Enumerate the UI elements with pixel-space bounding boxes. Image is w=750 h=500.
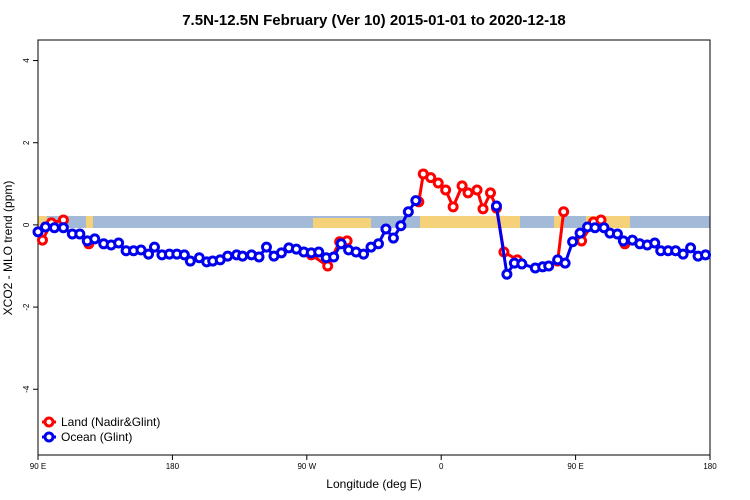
point bbox=[74, 228, 86, 240]
point bbox=[462, 187, 474, 199]
legend-marker bbox=[43, 416, 55, 428]
point bbox=[677, 248, 689, 260]
y-tick-label: 0 bbox=[22, 222, 31, 227]
point bbox=[178, 249, 190, 261]
point bbox=[685, 242, 697, 254]
point bbox=[574, 227, 586, 239]
point bbox=[543, 260, 555, 272]
y-tick-label: -2 bbox=[22, 303, 31, 311]
point bbox=[402, 206, 414, 218]
point bbox=[39, 221, 51, 233]
point bbox=[275, 247, 287, 259]
point bbox=[432, 177, 444, 189]
x-tick-label: 0 bbox=[439, 462, 444, 471]
y-tick-label: 4 bbox=[22, 58, 31, 63]
land-patch bbox=[38, 216, 47, 228]
legend-label: Ocean (Glint) bbox=[61, 430, 132, 444]
point bbox=[490, 200, 502, 212]
point bbox=[184, 255, 196, 267]
point bbox=[57, 222, 69, 234]
point bbox=[237, 250, 249, 262]
point bbox=[222, 250, 234, 262]
point bbox=[456, 180, 468, 192]
y-tick-label: 2 bbox=[22, 140, 31, 145]
point bbox=[617, 235, 629, 247]
point bbox=[516, 258, 528, 270]
legend-marker bbox=[43, 431, 55, 443]
land-patch bbox=[313, 218, 371, 228]
x-axis-label: Longitude (deg E) bbox=[326, 477, 421, 491]
point bbox=[649, 237, 661, 249]
point bbox=[113, 237, 125, 249]
series-line bbox=[37, 199, 706, 279]
point bbox=[395, 220, 407, 232]
legend-label: Land (Nadir&Glint) bbox=[61, 415, 160, 429]
point bbox=[501, 268, 513, 280]
x-tick-label: 180 bbox=[703, 462, 717, 471]
point bbox=[328, 251, 340, 263]
point bbox=[440, 184, 452, 196]
point bbox=[89, 233, 101, 245]
point bbox=[372, 238, 384, 250]
land-patch bbox=[554, 216, 564, 228]
point bbox=[358, 248, 370, 260]
point bbox=[335, 238, 347, 250]
ocean-band bbox=[38, 216, 710, 228]
point bbox=[32, 226, 44, 238]
plot-frame bbox=[37, 39, 711, 456]
point bbox=[700, 249, 712, 261]
point bbox=[477, 203, 489, 215]
point bbox=[313, 246, 325, 258]
point bbox=[148, 241, 160, 253]
point bbox=[471, 184, 483, 196]
point bbox=[589, 222, 601, 234]
point bbox=[558, 206, 570, 218]
x-tick-label: 90 E bbox=[30, 462, 46, 471]
point bbox=[253, 251, 265, 263]
point bbox=[36, 234, 48, 246]
point bbox=[559, 257, 571, 269]
land-patch bbox=[420, 216, 520, 228]
y-axis-label: XCO2 - MLO trend (ppm) bbox=[1, 181, 15, 316]
point bbox=[260, 241, 272, 253]
point bbox=[143, 248, 155, 260]
x-tick-label: 90 E bbox=[567, 462, 583, 471]
point bbox=[380, 223, 392, 235]
x-tick-label: 180 bbox=[166, 462, 180, 471]
point bbox=[425, 172, 437, 184]
chart-title: 7.5N-12.5N February (Ver 10) 2015-01-01 … bbox=[182, 12, 566, 29]
point bbox=[484, 187, 496, 199]
point bbox=[567, 236, 579, 248]
point bbox=[322, 260, 334, 272]
point bbox=[611, 228, 623, 240]
point bbox=[48, 222, 60, 234]
land-patch bbox=[86, 216, 93, 228]
point bbox=[410, 195, 422, 207]
y-tick-label: -4 bbox=[22, 385, 31, 393]
x-tick-label: 90 W bbox=[297, 462, 316, 471]
point bbox=[447, 201, 459, 213]
point bbox=[387, 232, 399, 244]
